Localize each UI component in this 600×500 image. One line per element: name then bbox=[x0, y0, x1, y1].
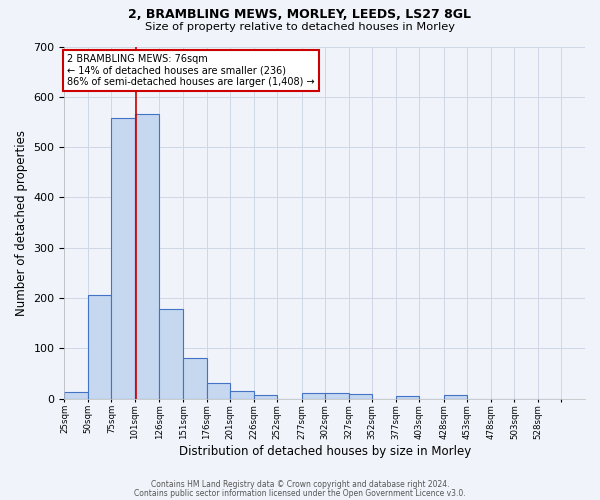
Bar bbox=[444, 396, 467, 398]
Bar bbox=[135, 114, 160, 399]
Bar bbox=[206, 384, 230, 398]
Text: Size of property relative to detached houses in Morley: Size of property relative to detached ho… bbox=[145, 22, 455, 32]
Bar bbox=[64, 392, 88, 398]
Bar bbox=[325, 394, 349, 398]
Bar bbox=[160, 309, 183, 398]
Text: 2 BRAMBLING MEWS: 76sqm
← 14% of detached houses are smaller (236)
86% of semi-d: 2 BRAMBLING MEWS: 76sqm ← 14% of detache… bbox=[67, 54, 315, 87]
Text: Contains public sector information licensed under the Open Government Licence v3: Contains public sector information licen… bbox=[134, 488, 466, 498]
Y-axis label: Number of detached properties: Number of detached properties bbox=[15, 130, 28, 316]
Bar bbox=[230, 392, 254, 398]
Bar bbox=[88, 296, 112, 399]
Bar bbox=[112, 118, 135, 398]
Bar bbox=[302, 393, 325, 398]
Bar bbox=[396, 396, 419, 398]
Text: Contains HM Land Registry data © Crown copyright and database right 2024.: Contains HM Land Registry data © Crown c… bbox=[151, 480, 449, 489]
Bar bbox=[254, 395, 277, 398]
Bar bbox=[183, 358, 206, 399]
X-axis label: Distribution of detached houses by size in Morley: Distribution of detached houses by size … bbox=[179, 444, 471, 458]
Bar bbox=[349, 394, 372, 398]
Text: 2, BRAMBLING MEWS, MORLEY, LEEDS, LS27 8GL: 2, BRAMBLING MEWS, MORLEY, LEEDS, LS27 8… bbox=[128, 8, 472, 20]
